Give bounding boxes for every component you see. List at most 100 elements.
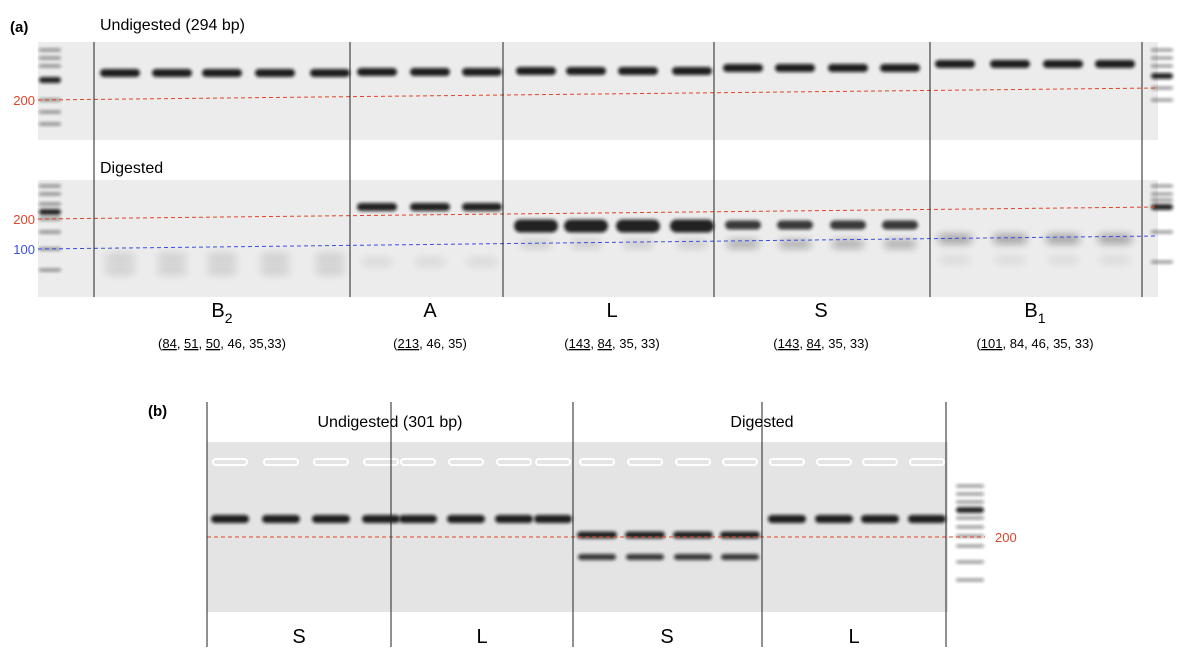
fragments: (143, 84, 35, 33)	[773, 336, 868, 351]
band	[721, 554, 759, 560]
band	[1151, 73, 1173, 79]
band	[415, 257, 445, 267]
band	[1046, 234, 1080, 244]
band	[861, 515, 899, 523]
well	[627, 458, 663, 466]
well	[263, 458, 299, 466]
band	[312, 515, 350, 523]
band	[39, 247, 61, 251]
well	[675, 458, 711, 466]
band	[39, 56, 61, 60]
band	[1151, 98, 1173, 102]
well	[313, 458, 349, 466]
band	[908, 515, 946, 523]
band	[255, 69, 295, 77]
band	[832, 240, 864, 248]
band	[777, 220, 813, 230]
band	[566, 67, 606, 75]
band	[157, 253, 187, 263]
band	[940, 256, 970, 264]
fragment: 143	[778, 336, 800, 351]
marker-label: 100	[13, 242, 35, 257]
fragment: , 46, 35,33)	[220, 336, 286, 351]
band	[447, 515, 485, 523]
band	[207, 265, 237, 275]
band	[577, 531, 617, 539]
band	[514, 219, 558, 233]
band	[105, 253, 135, 263]
fragment: 101	[981, 336, 1003, 351]
band	[775, 64, 815, 72]
band	[677, 240, 707, 248]
band	[39, 192, 61, 196]
fragment: 84	[162, 336, 176, 351]
fragment: (	[564, 336, 569, 351]
fragment: 143	[569, 336, 591, 351]
group-sub: 2	[225, 310, 233, 326]
band	[39, 217, 61, 221]
group-label: B2	[211, 300, 232, 326]
band	[938, 234, 972, 244]
band	[534, 515, 572, 523]
band	[410, 68, 450, 76]
well	[212, 458, 248, 466]
fragment: (	[773, 336, 778, 351]
band	[935, 60, 975, 68]
fragments: (143, 84, 35, 33)	[564, 336, 659, 351]
band	[260, 253, 290, 263]
well	[862, 458, 898, 466]
band	[100, 69, 140, 77]
band	[1151, 204, 1173, 210]
band	[39, 268, 61, 272]
group-name: B	[1024, 300, 1037, 322]
fragment: , 84, 46, 35, 33)	[1002, 336, 1093, 351]
band	[956, 500, 984, 504]
well	[909, 458, 945, 466]
band	[725, 220, 761, 230]
band	[995, 256, 1025, 264]
band	[727, 240, 759, 248]
band	[779, 240, 811, 248]
fragment: (	[393, 336, 398, 351]
band	[39, 64, 61, 68]
fragments: (213, 46, 35)	[393, 336, 467, 351]
well	[535, 458, 571, 466]
band	[993, 234, 1027, 244]
band	[362, 515, 400, 523]
band	[207, 253, 237, 263]
band	[1151, 260, 1173, 264]
group-name: L	[606, 300, 617, 322]
band	[467, 257, 497, 267]
band	[956, 484, 984, 488]
band	[828, 64, 868, 72]
band	[362, 257, 392, 267]
band	[357, 203, 397, 211]
fragment: 213	[397, 336, 419, 351]
gel-bottom	[38, 180, 1158, 297]
gel-title: Undigested (294 bp)	[100, 17, 245, 34]
band	[880, 64, 920, 72]
group-label: S	[292, 626, 305, 647]
panel-label: (b)	[148, 403, 167, 420]
band	[1151, 56, 1173, 60]
band	[39, 184, 61, 188]
guide-line	[37, 235, 1159, 250]
band	[571, 240, 601, 248]
band	[262, 515, 300, 523]
fragments: (101, 84, 46, 35, 33)	[976, 336, 1093, 351]
guide-line	[37, 206, 1159, 220]
band	[399, 515, 437, 523]
fragment: ,	[199, 336, 206, 351]
fragment: 51	[184, 336, 198, 351]
band	[1048, 256, 1078, 264]
group-sub: 1	[1038, 310, 1046, 326]
band	[357, 68, 397, 76]
band	[990, 60, 1030, 68]
band	[1151, 86, 1173, 90]
band	[623, 240, 653, 248]
band	[39, 202, 61, 206]
band	[1151, 64, 1173, 68]
well	[363, 458, 399, 466]
fragment: , 46, 35)	[419, 336, 467, 351]
band	[315, 253, 345, 263]
